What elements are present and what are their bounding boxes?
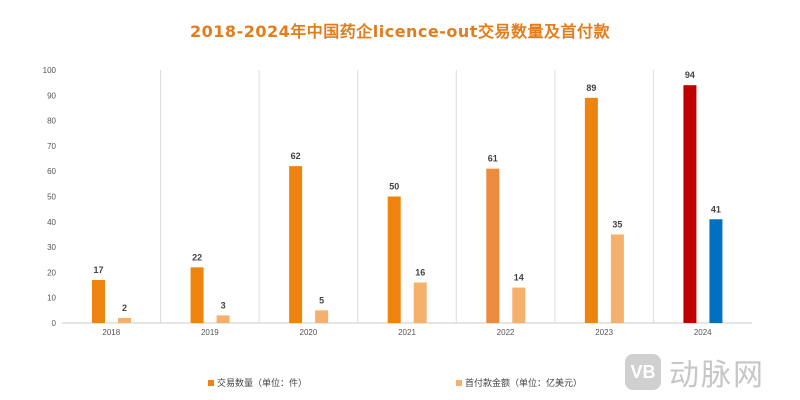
x-tick-label: 2024 bbox=[694, 328, 712, 337]
data-label: 5 bbox=[319, 295, 324, 305]
y-tick-label: 60 bbox=[47, 167, 56, 176]
x-tick-label: 2021 bbox=[398, 328, 416, 337]
chart-title: 2018-2024年中国药企licence-out交易数量及首付款 bbox=[190, 22, 610, 41]
data-label: 41 bbox=[711, 204, 721, 214]
y-tick-label: 90 bbox=[47, 91, 56, 100]
bar-upfront-2021 bbox=[413, 282, 427, 323]
watermark: VB 动脉网 bbox=[625, 350, 765, 394]
data-label: 17 bbox=[93, 265, 103, 275]
x-tick-label: 2019 bbox=[201, 328, 219, 337]
bar-upfront-2024 bbox=[709, 219, 723, 323]
y-tick-label: 50 bbox=[47, 193, 56, 202]
legend-swatch-upfront bbox=[456, 379, 462, 386]
watermark-text: 动脉网 bbox=[669, 358, 765, 393]
x-tick-label: 2018 bbox=[102, 328, 120, 337]
bar-upfront-2019 bbox=[216, 315, 230, 323]
y-tick-label: 20 bbox=[47, 268, 56, 277]
legend-label-deals: 交易数量（单位：件） bbox=[217, 379, 308, 389]
legend-item-deals: 交易数量（单位：件） bbox=[208, 376, 307, 389]
x-tick-label: 2022 bbox=[497, 328, 515, 337]
y-tick-label: 70 bbox=[47, 142, 56, 151]
legend-swatch-deals bbox=[208, 379, 214, 386]
x-tick-label: 2023 bbox=[595, 328, 613, 337]
y-tick-label: 100 bbox=[43, 66, 57, 75]
data-label: 89 bbox=[586, 83, 596, 93]
bar-deals-2023 bbox=[584, 97, 598, 323]
y-tick-label: 80 bbox=[47, 117, 56, 126]
bar-upfront-2023 bbox=[610, 234, 624, 323]
data-label: 22 bbox=[192, 252, 202, 262]
legend-label-upfront: 首付款金额（单位：亿美元） bbox=[465, 379, 583, 389]
bar-deals-2020 bbox=[289, 166, 303, 323]
bar-deals-2024 bbox=[683, 85, 697, 324]
bar-upfront-2022 bbox=[512, 287, 526, 323]
data-label: 35 bbox=[612, 219, 622, 229]
data-label: 62 bbox=[291, 151, 301, 161]
y-tick-label: 40 bbox=[47, 218, 56, 227]
data-label: 16 bbox=[415, 268, 425, 278]
x-tick-label: 2020 bbox=[300, 328, 318, 337]
data-label: 3 bbox=[221, 300, 226, 310]
bar-deals-2018 bbox=[92, 279, 105, 323]
watermark-logo: VB bbox=[625, 354, 661, 390]
bar-deals-2019 bbox=[190, 267, 204, 323]
data-label: 61 bbox=[488, 154, 498, 164]
y-tick-label: 0 bbox=[52, 319, 57, 328]
data-label: 50 bbox=[389, 182, 399, 192]
data-label: 2 bbox=[122, 303, 127, 313]
legend-item-upfront: 首付款金额（单位：亿美元） bbox=[456, 376, 582, 389]
bar-deals-2021 bbox=[387, 196, 401, 323]
bar-upfront-2020 bbox=[315, 310, 329, 323]
y-tick-label: 10 bbox=[47, 294, 56, 303]
bar-deals-2022 bbox=[486, 168, 500, 323]
data-label: 94 bbox=[685, 70, 695, 80]
y-tick-label: 30 bbox=[47, 243, 56, 252]
bar-upfront-2018 bbox=[118, 317, 131, 323]
data-label: 14 bbox=[514, 273, 524, 283]
